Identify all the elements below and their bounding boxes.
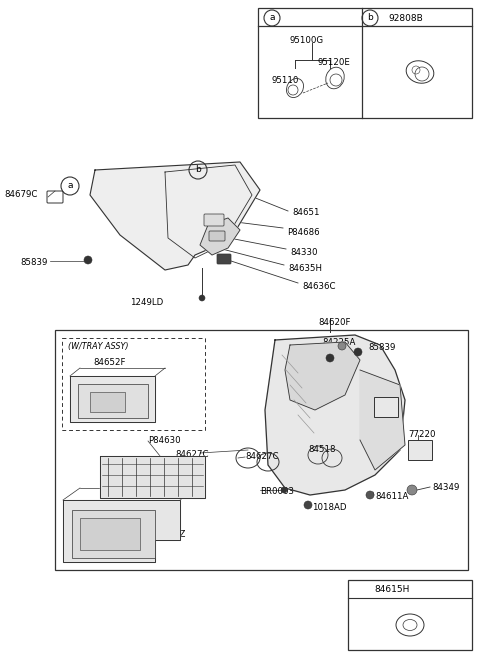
Polygon shape xyxy=(285,342,360,410)
Polygon shape xyxy=(90,162,260,270)
FancyBboxPatch shape xyxy=(204,214,224,226)
Text: 84225A: 84225A xyxy=(322,338,355,347)
Text: 84611A: 84611A xyxy=(375,492,408,501)
Text: 84620F: 84620F xyxy=(318,318,350,327)
Text: 95100G: 95100G xyxy=(290,36,324,45)
Circle shape xyxy=(84,256,92,264)
Text: 77220: 77220 xyxy=(408,430,435,439)
Bar xyxy=(72,510,155,558)
Bar xyxy=(80,518,140,550)
Bar xyxy=(62,338,205,430)
FancyBboxPatch shape xyxy=(209,231,225,241)
Polygon shape xyxy=(200,218,240,255)
Text: (W/TRAY ASSY): (W/TRAY ASSY) xyxy=(68,342,129,351)
Bar xyxy=(55,330,468,570)
Circle shape xyxy=(338,342,346,350)
Text: P84686: P84686 xyxy=(287,228,320,237)
Text: 84615H: 84615H xyxy=(374,585,409,594)
Circle shape xyxy=(199,295,205,301)
Text: 84679C: 84679C xyxy=(4,190,37,199)
Circle shape xyxy=(326,354,334,362)
Text: a: a xyxy=(269,13,275,23)
Circle shape xyxy=(354,348,362,356)
Bar xyxy=(78,384,148,418)
Text: a: a xyxy=(67,182,73,190)
Text: 95110: 95110 xyxy=(271,76,299,85)
Text: b: b xyxy=(367,13,373,23)
Bar xyxy=(90,392,125,412)
Text: 85839: 85839 xyxy=(20,258,48,267)
Polygon shape xyxy=(360,370,405,470)
Polygon shape xyxy=(100,456,205,498)
Text: 84635H: 84635H xyxy=(288,264,322,273)
FancyBboxPatch shape xyxy=(374,397,398,417)
Polygon shape xyxy=(70,376,155,422)
Text: 84627C: 84627C xyxy=(175,450,208,459)
Polygon shape xyxy=(63,500,180,562)
Text: 84615J: 84615J xyxy=(363,384,393,393)
Text: 84650Z: 84650Z xyxy=(152,530,185,539)
Circle shape xyxy=(304,501,312,509)
Text: 84651: 84651 xyxy=(292,208,320,217)
Text: P84630: P84630 xyxy=(148,436,180,445)
Text: 1018AD: 1018AD xyxy=(312,503,347,512)
Polygon shape xyxy=(265,335,405,495)
Text: 1335CJ: 1335CJ xyxy=(322,353,352,362)
Text: 95120E: 95120E xyxy=(318,58,351,67)
Text: 84330: 84330 xyxy=(290,248,317,257)
Text: 84518: 84518 xyxy=(308,445,336,454)
Bar xyxy=(408,440,432,460)
Text: BR0003: BR0003 xyxy=(260,487,294,496)
Circle shape xyxy=(407,485,417,495)
Text: 84349: 84349 xyxy=(432,483,459,492)
Text: b: b xyxy=(195,165,201,174)
Circle shape xyxy=(281,487,287,493)
FancyBboxPatch shape xyxy=(217,254,231,264)
Text: 85839: 85839 xyxy=(368,343,396,352)
Text: 84652F: 84652F xyxy=(93,358,125,367)
Bar xyxy=(348,580,472,650)
Bar xyxy=(258,8,472,118)
Text: 92808B: 92808B xyxy=(388,14,423,23)
Text: 1249LD: 1249LD xyxy=(130,298,163,307)
Text: 84627C: 84627C xyxy=(245,452,278,461)
Text: 84636C: 84636C xyxy=(302,282,336,291)
Circle shape xyxy=(366,491,374,499)
